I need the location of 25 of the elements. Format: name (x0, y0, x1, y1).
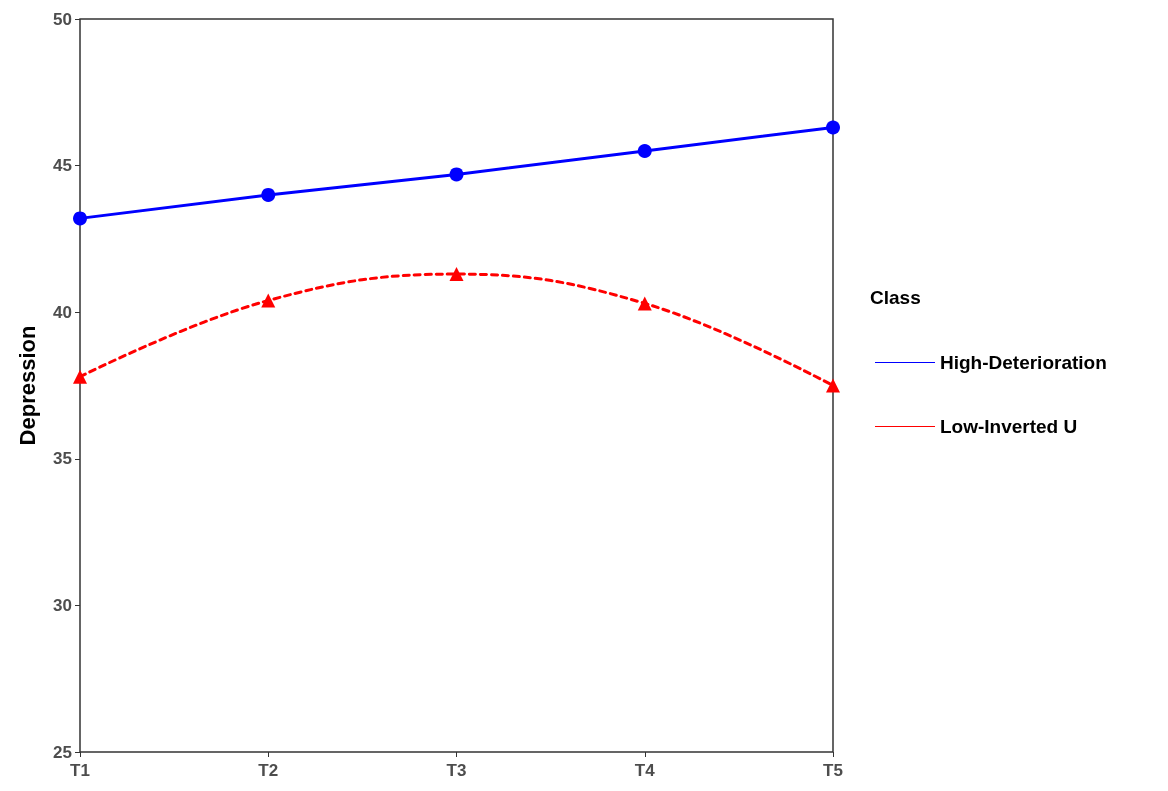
point (449, 167, 464, 182)
y-tick-label: 30 (53, 595, 72, 615)
point (637, 143, 652, 158)
point (637, 296, 652, 311)
point (826, 378, 840, 393)
x-tick-label: T2 (258, 761, 279, 780)
x-tick-label: T5 (823, 761, 843, 780)
y-tick-label: 35 (53, 449, 72, 469)
y-tick-label: 50 (53, 9, 72, 29)
legend-label: Low-Inverted U (940, 416, 1078, 437)
y-tick-label: 25 (53, 742, 72, 762)
point (826, 120, 840, 135)
y-tick-label: 40 (53, 302, 72, 322)
y-axis-title: Depression (14, 325, 40, 446)
point (261, 187, 276, 202)
x-tick-label: T3 (446, 761, 467, 780)
point (73, 369, 87, 384)
point (449, 267, 464, 282)
legend-title: Class (870, 287, 921, 308)
legend-label: High-Deterioration (940, 352, 1107, 373)
y-tick-label: 45 (53, 156, 72, 176)
x-tick-label: T1 (70, 761, 90, 780)
point (73, 211, 87, 226)
point (261, 293, 276, 308)
x-tick-label: T4 (634, 761, 656, 780)
